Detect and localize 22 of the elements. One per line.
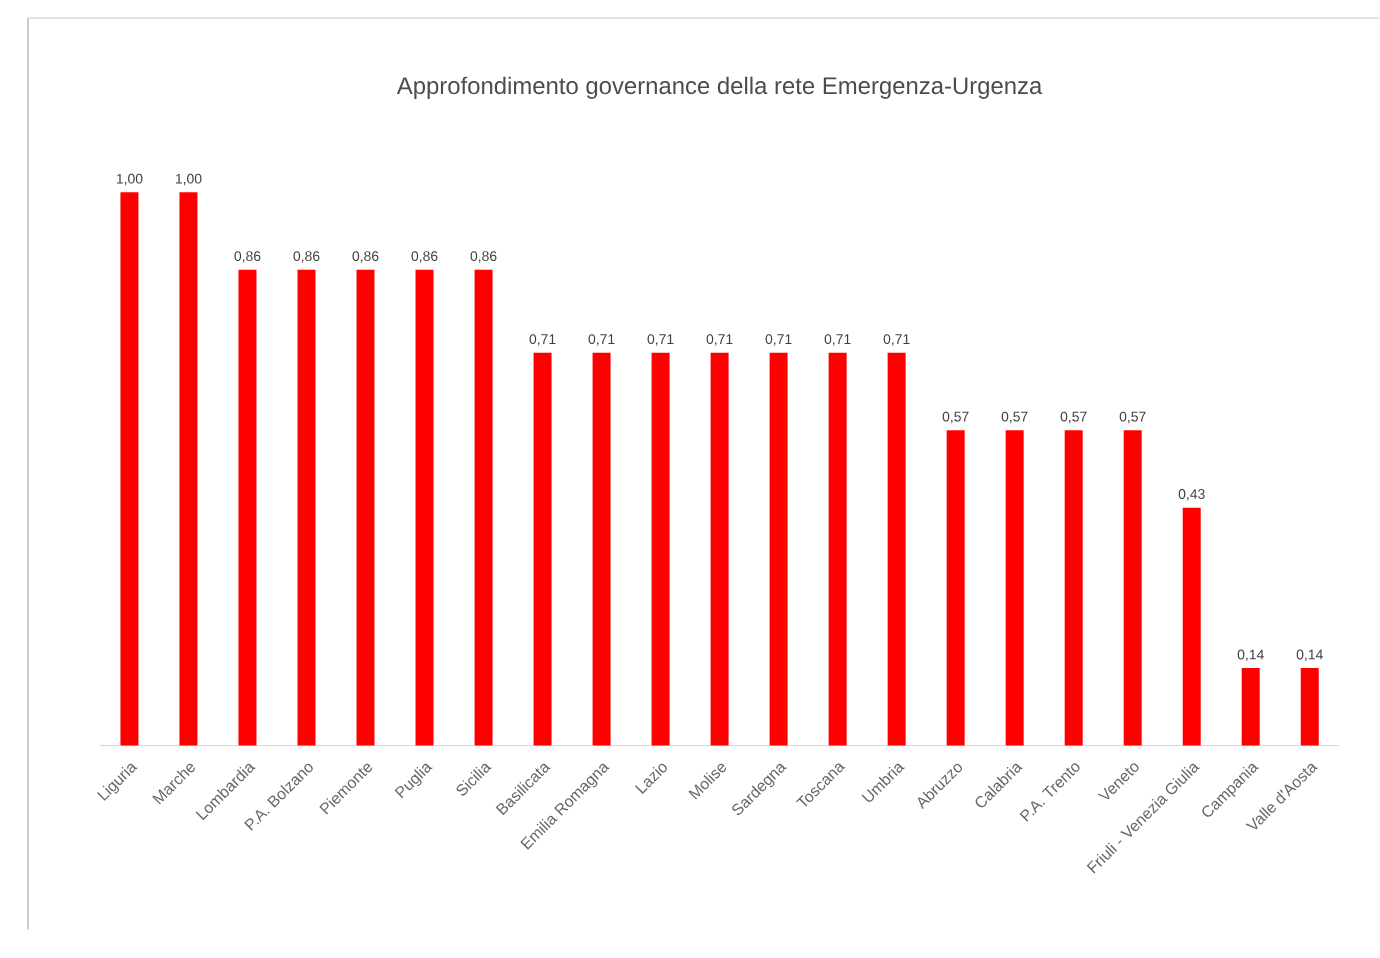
bar xyxy=(592,353,611,746)
bar xyxy=(356,270,375,746)
bar xyxy=(1123,430,1142,746)
bar xyxy=(415,270,434,746)
bar xyxy=(828,353,847,746)
bar xyxy=(1241,668,1260,746)
bar xyxy=(1005,430,1024,746)
bar xyxy=(179,192,198,746)
bar xyxy=(238,270,257,746)
bar xyxy=(651,353,670,746)
bar xyxy=(710,353,729,746)
bar xyxy=(1300,668,1319,746)
chart-title: Approfondimento governance della rete Emergenza-Urgenza xyxy=(396,76,1043,100)
bar xyxy=(474,270,493,746)
bar xyxy=(946,430,965,746)
bar xyxy=(297,270,316,746)
bar xyxy=(120,192,139,746)
bar xyxy=(533,353,552,746)
bar xyxy=(887,353,906,746)
bar xyxy=(1064,430,1083,746)
bar xyxy=(1182,507,1201,746)
bar xyxy=(769,353,788,746)
